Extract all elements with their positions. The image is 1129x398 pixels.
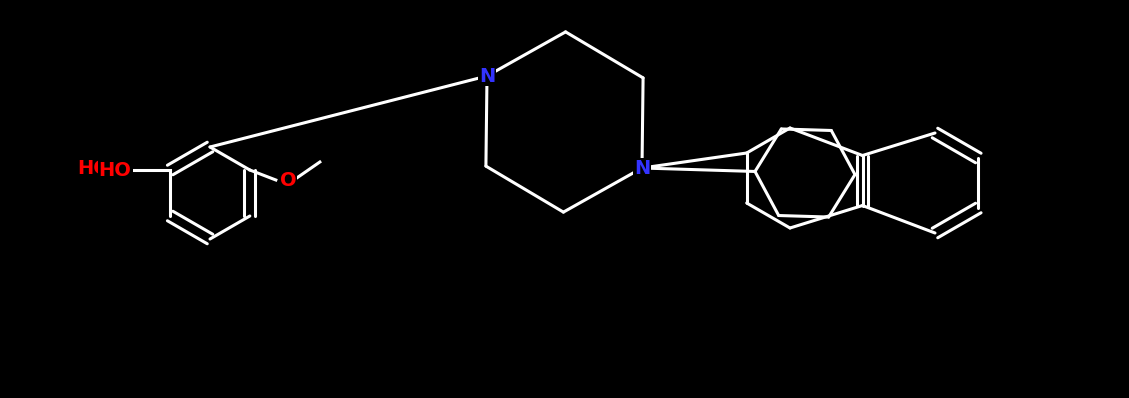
Text: HO: HO bbox=[98, 160, 132, 179]
Text: O: O bbox=[280, 170, 296, 189]
Text: N: N bbox=[633, 158, 650, 178]
Text: N: N bbox=[633, 158, 650, 178]
Text: HO: HO bbox=[77, 158, 111, 178]
Text: O: O bbox=[280, 170, 296, 189]
Text: N: N bbox=[479, 66, 496, 86]
Text: N: N bbox=[479, 66, 496, 86]
